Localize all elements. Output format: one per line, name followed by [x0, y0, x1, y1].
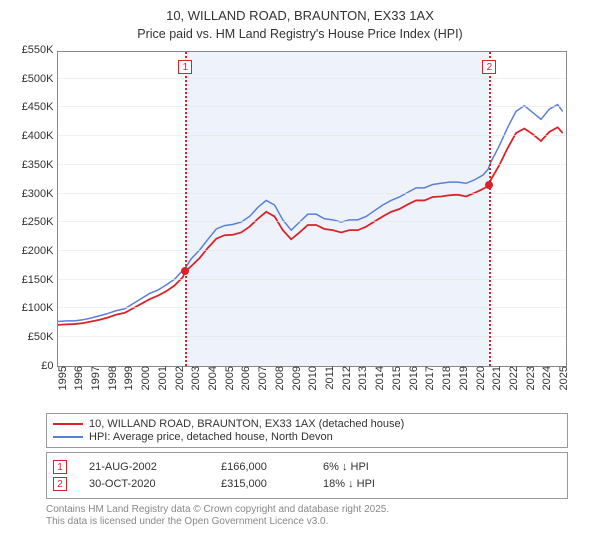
x-tick-label: 2000	[136, 366, 152, 390]
legend-row: 10, WILLAND ROAD, BRAUNTON, EX33 1AX (de…	[53, 418, 561, 430]
legend-swatch	[53, 436, 83, 438]
x-tick-label: 2024	[537, 366, 553, 390]
x-tick-label: 1997	[86, 366, 102, 390]
marker-badge: 1	[178, 60, 192, 74]
x-tick-label: 2010	[303, 366, 319, 390]
x-tick-label: 2013	[353, 366, 369, 390]
x-tick-label: 2018	[437, 366, 453, 390]
legend-row: HPI: Average price, detached house, Nort…	[53, 431, 561, 443]
y-tick-label: £300K	[22, 188, 58, 200]
chart-box: £0£50K£100K£150K£200K£250K£300K£350K£400…	[13, 47, 588, 407]
marker-line	[185, 52, 187, 366]
marker-dot	[485, 181, 493, 189]
x-tick-label: 2020	[471, 366, 487, 390]
sale-date: 30-OCT-2020	[89, 478, 199, 490]
chart-title: 10, WILLAND ROAD, BRAUNTON, EX33 1AX	[6, 8, 594, 25]
x-tick-label: 2002	[170, 366, 186, 390]
x-tick-label: 2021	[487, 366, 503, 390]
x-tick-label: 2012	[337, 366, 353, 390]
y-tick-label: £200K	[22, 245, 58, 257]
x-tick-label: 2015	[387, 366, 403, 390]
x-tick-label: 2007	[253, 366, 269, 390]
y-tick-label: £250K	[22, 216, 58, 228]
sale-price: £166,000	[221, 461, 301, 473]
x-tick-label: 1996	[69, 366, 85, 390]
sale-price: £315,000	[221, 478, 301, 490]
chart-subtitle: Price paid vs. HM Land Registry's House …	[6, 27, 594, 41]
x-tick-label: 1999	[119, 366, 135, 390]
sale-row: 2 30-OCT-2020 £315,000 18% ↓ HPI	[53, 477, 561, 491]
sale-badge: 2	[53, 477, 67, 491]
sale-date: 21-AUG-2002	[89, 461, 199, 473]
footer-line-1: Contains HM Land Registry data © Crown c…	[46, 504, 568, 517]
x-tick-label: 2005	[220, 366, 236, 390]
y-tick-label: £100K	[22, 302, 58, 314]
legend-swatch	[53, 423, 83, 425]
x-tick-label: 1995	[53, 366, 69, 390]
x-tick-label: 2008	[270, 366, 286, 390]
x-tick-label: 2003	[186, 366, 202, 390]
x-tick-label: 1998	[103, 366, 119, 390]
x-tick-label: 2001	[153, 366, 169, 390]
legend-label: HPI: Average price, detached house, Nort…	[89, 431, 333, 443]
x-tick-label: 2014	[370, 366, 386, 390]
x-tick-label: 2022	[504, 366, 520, 390]
y-tick-label: £50K	[28, 331, 58, 343]
chart-container: 10, WILLAND ROAD, BRAUNTON, EX33 1AX Pri…	[0, 0, 600, 535]
y-tick-label: £550K	[22, 44, 58, 56]
y-tick-label: £450K	[22, 101, 58, 113]
series-property	[58, 127, 563, 325]
x-tick-label: 2009	[287, 366, 303, 390]
sale-delta: 18% ↓ HPI	[323, 478, 375, 490]
series-hpi	[58, 104, 563, 321]
legend-label: 10, WILLAND ROAD, BRAUNTON, EX33 1AX (de…	[89, 418, 404, 430]
legend: 10, WILLAND ROAD, BRAUNTON, EX33 1AX (de…	[46, 413, 568, 448]
plot-area: £0£50K£100K£150K£200K£250K£300K£350K£400…	[57, 51, 567, 367]
footer-attribution: Contains HM Land Registry data © Crown c…	[46, 504, 568, 529]
y-tick-label: £500K	[22, 73, 58, 85]
x-tick-label: 2006	[236, 366, 252, 390]
x-tick-label: 2011	[320, 366, 336, 390]
x-tick-label: 2017	[420, 366, 436, 390]
x-tick-label: 2025	[554, 366, 570, 390]
marker-line	[489, 52, 491, 366]
sale-delta: 6% ↓ HPI	[323, 461, 369, 473]
sales-table: 1 21-AUG-2002 £166,000 6% ↓ HPI 2 30-OCT-2020…	[46, 452, 568, 499]
marker-badge: 2	[482, 60, 496, 74]
x-tick-label: 2019	[454, 366, 470, 390]
marker-dot	[181, 267, 189, 275]
y-tick-label: £400K	[22, 130, 58, 142]
x-tick-label: 2016	[404, 366, 420, 390]
footer-line-2: This data is licensed under the Open Gov…	[46, 516, 568, 529]
sale-row: 1 21-AUG-2002 £166,000 6% ↓ HPI	[53, 460, 561, 474]
x-tick-label: 2004	[203, 366, 219, 390]
y-tick-label: £350K	[22, 159, 58, 171]
y-tick-label: £150K	[22, 274, 58, 286]
sale-badge: 1	[53, 460, 67, 474]
x-tick-label: 2023	[521, 366, 537, 390]
